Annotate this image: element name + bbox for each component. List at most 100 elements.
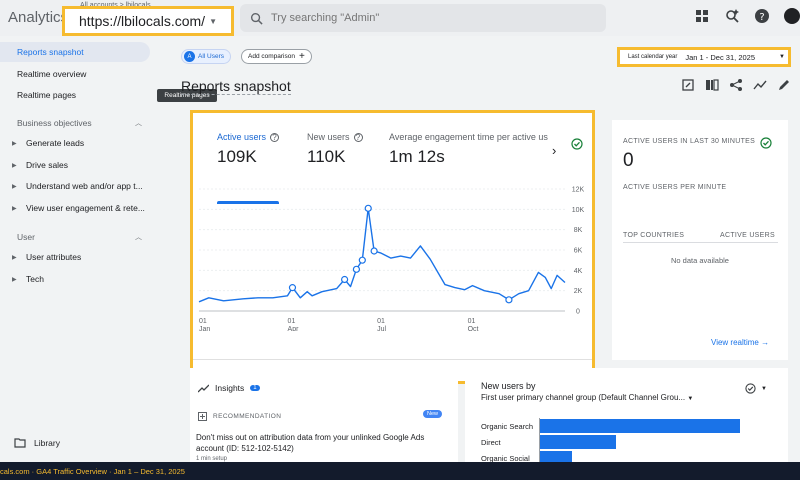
check-circle-icon[interactable] [571, 137, 583, 155]
realtime-value: 0 [623, 150, 634, 171]
recommendation-text[interactable]: Don't miss out on attribution data from … [196, 433, 425, 453]
sidebar-item-understand-traffic[interactable]: ▶ Understand web and/or app t... [0, 181, 150, 191]
data-point-marker[interactable] [352, 265, 361, 273]
sidebar-item-reports-snapshot[interactable]: Reports snapshot [0, 42, 150, 62]
link-label: View realtime [711, 338, 759, 347]
sidebar-item-label: Drive sales [26, 160, 69, 170]
bar-row-organic-search[interactable]: Organic Search [481, 419, 740, 433]
new-badge: New [423, 410, 443, 418]
sidebar-item-generate-leads[interactable]: ▶ Generate leads [0, 138, 150, 148]
y-tick-label: 2K [574, 288, 583, 295]
x-tick-month: Jan [199, 326, 210, 331]
sidebar-item-realtime-overview[interactable]: Realtime overview [0, 64, 150, 84]
caret-right-icon: ▶ [12, 254, 17, 261]
customize-pencil-icon[interactable] [777, 78, 791, 92]
data-point-marker[interactable] [364, 204, 372, 212]
section-business-objectives[interactable]: Business objectives ︿ [17, 118, 142, 128]
search-icon [250, 12, 263, 25]
y-tick-label: 10K [572, 207, 585, 214]
search-insights-icon[interactable] [724, 8, 740, 24]
help-circle-icon[interactable]: ? [353, 132, 363, 142]
apps-grid-icon[interactable] [694, 8, 710, 24]
comparison-chip-label: All Users [198, 53, 225, 60]
sidebar-item-label: Understand web and/or app t... [26, 181, 143, 191]
tooltip: Realtime pages [157, 89, 217, 102]
dimension-label: First user primary channel group (Defaul… [481, 393, 686, 402]
data-point-marker[interactable] [341, 275, 349, 284]
insights-header[interactable]: Insights 1 [198, 383, 260, 393]
bar-organic-social [540, 451, 572, 465]
sidebar-item-label: Reports snapshot [17, 47, 84, 57]
card-divider [193, 359, 592, 360]
check-circle-icon [745, 383, 756, 394]
compare-icon[interactable] [705, 78, 719, 92]
chevron-right-icon[interactable]: › [552, 143, 557, 158]
active-tab-indicator [217, 201, 279, 204]
metric-tab-active-users[interactable]: Active users? 109K [217, 132, 280, 167]
account-breadcrumb[interactable]: All accounts > lbilocals [80, 2, 151, 9]
x-tick-day: 01 [199, 318, 207, 325]
sidebar-item-tech[interactable]: ▶ Tech [0, 274, 150, 284]
y-tick-label: 0 [576, 309, 580, 316]
sidebar-item-label: User attributes [26, 252, 82, 262]
sidebar-item-library[interactable]: Library [14, 438, 60, 448]
recommendation-setup-time: 1 min setup [196, 456, 228, 462]
add-comparison-button[interactable]: Add comparison + [241, 49, 312, 64]
metric-tab-avg-engagement[interactable]: Average engagement time per active us 1m… [389, 132, 548, 167]
bar-direct [540, 435, 616, 449]
section-user[interactable]: User ︿ [17, 232, 142, 242]
metric-tab-new-users[interactable]: New users? 110K [307, 132, 363, 167]
search-bar[interactable] [240, 4, 606, 32]
help-circle-icon[interactable]: ? [270, 132, 280, 142]
sidebar-item-user-attributes[interactable]: ▶ User attributes [0, 252, 150, 262]
realtime-card: ACTIVE USERS IN LAST 30 MINUTES 0 ACTIVE… [612, 120, 788, 360]
recommendation-text-label: RECOMMENDATION [213, 413, 282, 420]
comparison-chip-all-users[interactable]: A All Users [181, 49, 232, 64]
folder-icon [14, 438, 26, 448]
property-url: https://lbilocals.com/ [79, 13, 206, 29]
date-range-picker[interactable]: Last calendar year Jan 1 - Dec 31, 2025 … [617, 47, 791, 67]
sidebar-item-realtime-pages[interactable]: Realtime pages [0, 85, 150, 105]
bar-row-organic-social[interactable]: Organic Social [481, 451, 572, 465]
recommendation-label: RECOMMENDATION [198, 412, 281, 421]
data-point-marker[interactable] [505, 296, 513, 304]
chevron-up-icon: ︿ [135, 120, 142, 127]
help-icon[interactable]: ? [754, 8, 770, 24]
insights-count-badge: 1 [250, 385, 260, 391]
metric-value: 110K [307, 147, 346, 166]
table-divider [623, 242, 778, 243]
y-tick-label: 4K [574, 268, 583, 275]
dimension-selector[interactable]: First user primary channel group (Defaul… [481, 393, 693, 402]
top-bar: Analytics All accounts > lbilocals https… [0, 0, 800, 36]
x-tick-month: Jul [377, 326, 386, 331]
caret-right-icon: ▶ [12, 205, 17, 212]
metric-label: Average engagement time per active us [389, 132, 548, 142]
insights-sparkline-icon[interactable] [753, 78, 767, 92]
property-selector[interactable]: https://lbilocals.com/ ▼ [62, 6, 234, 36]
bar-axis [539, 418, 540, 462]
data-point-marker[interactable] [288, 284, 297, 292]
section-title: Business objectives [17, 118, 92, 128]
sidebar-item-drive-sales[interactable]: ▶ Drive sales [0, 160, 150, 170]
data-point-marker[interactable] [370, 247, 378, 255]
x-tick-month: Apr [288, 326, 300, 331]
metric-label: New users [307, 132, 350, 142]
share-icon[interactable] [729, 78, 743, 92]
search-input[interactable] [271, 12, 571, 24]
y-tick-label: 6K [574, 248, 583, 255]
bar-label: Direct [481, 437, 501, 447]
data-point-marker[interactable] [358, 256, 366, 264]
card-options[interactable]: ▼ [745, 383, 767, 394]
avatar[interactable] [784, 8, 800, 24]
view-realtime-link[interactable]: View realtime → [711, 338, 769, 347]
edit-report-icon[interactable] [681, 78, 695, 92]
insights-sparkline-icon [198, 384, 209, 392]
bar-row-direct[interactable]: Direct [481, 435, 616, 449]
insights-title: Insights [215, 383, 245, 393]
bar-label: Organic Search [481, 421, 534, 431]
check-circle-icon[interactable] [760, 136, 772, 154]
new-users-card: New users by First user primary channel … [465, 368, 788, 465]
sidebar-item-user-engagement[interactable]: ▶ View user engagement & rete... [0, 203, 150, 213]
bar-organic-search [540, 419, 740, 433]
caret-right-icon: ▶ [12, 276, 17, 283]
